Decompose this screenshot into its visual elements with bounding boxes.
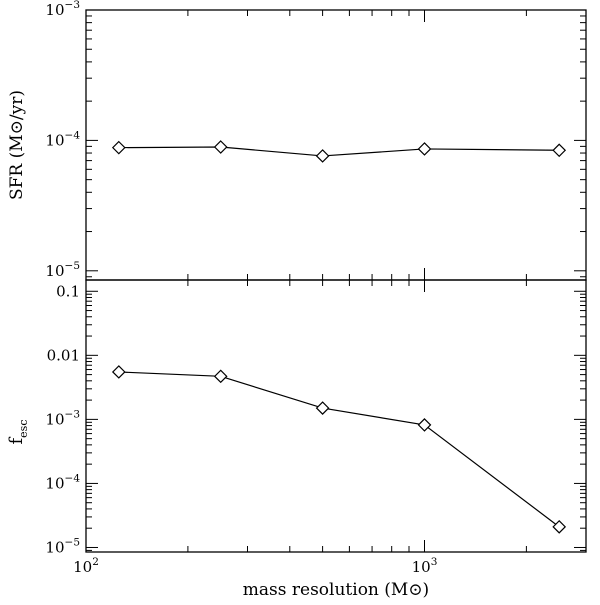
x-tick-labels: 102 103 <box>73 556 437 576</box>
bottom-ticks <box>85 280 587 552</box>
top-data-point <box>111 140 126 155</box>
bottom-data-point <box>213 369 228 384</box>
bottom-data-point <box>552 519 567 534</box>
bottom-data-point <box>417 418 432 432</box>
top-y-tick-label: 10−5 <box>45 260 80 280</box>
bottom-panel: 10−5 10−4 10−3 0.01 0.1 102 103 fesc mass res… <box>6 279 587 600</box>
top-series <box>111 140 567 163</box>
bottom-data-point <box>315 401 330 415</box>
bottom-data-point <box>111 365 126 379</box>
bottom-y-tick-label: 0.01 <box>47 346 80 364</box>
top-y-tick-label: 10−4 <box>45 129 80 149</box>
top-series-line <box>118 146 560 157</box>
top-y-tick-label: 10−3 <box>45 0 80 19</box>
bottom-series <box>111 365 567 534</box>
top-data-point <box>315 149 330 163</box>
top-data-point <box>213 140 228 154</box>
bottom-y-tick-label: 10−5 <box>45 536 80 556</box>
x-tick-label: 103 <box>412 556 438 576</box>
top-ticks <box>85 9 587 280</box>
top-panel: 10−5 10−4 10−3 SFR (M⊙/yr) <box>7 0 587 281</box>
bottom-plot-frame <box>85 279 587 553</box>
bottom-series-line <box>118 371 560 528</box>
bottom-y-tick-label: 10−3 <box>45 408 80 428</box>
top-y-tick-labels: 10−5 10−4 10−3 <box>45 0 80 280</box>
top-data-point <box>417 142 432 156</box>
bottom-y-tick-label: 10−4 <box>45 472 80 492</box>
x-axis-label: mass resolution (M⊙) <box>243 580 429 600</box>
bottom-y-tick-label: 0.1 <box>56 282 80 300</box>
top-data-point <box>552 143 567 158</box>
bottom-y-tick-labels: 10−5 10−4 10−3 0.01 0.1 <box>45 282 80 556</box>
top-plot-frame <box>85 9 587 281</box>
x-tick-label: 102 <box>73 556 99 576</box>
bottom-y-axis-label: fesc <box>6 420 30 445</box>
top-y-axis-label: SFR (M⊙/yr) <box>7 90 27 200</box>
